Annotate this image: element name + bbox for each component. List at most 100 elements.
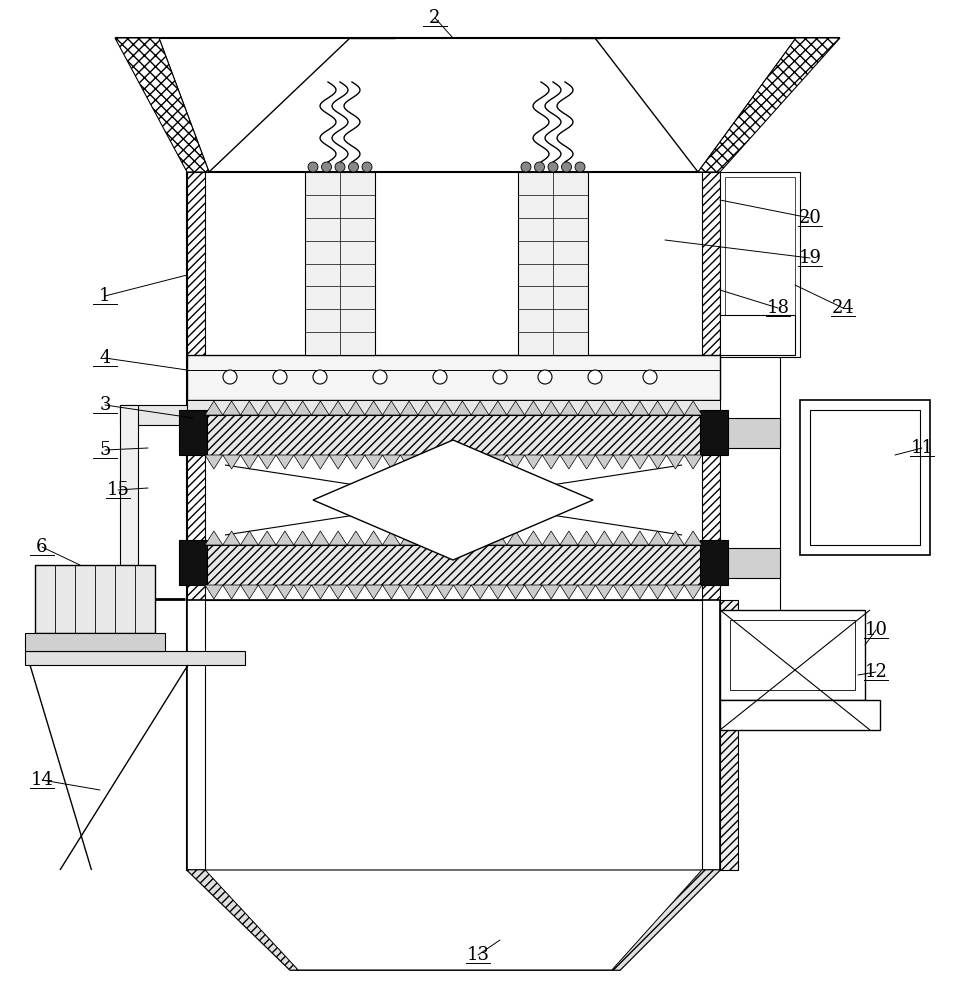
Bar [725,177,795,352]
Polygon shape [667,585,684,599]
Polygon shape [400,531,418,545]
Polygon shape [311,585,329,599]
Polygon shape [524,585,543,599]
Polygon shape [649,585,667,599]
Polygon shape [436,401,453,415]
Circle shape [273,370,287,384]
Polygon shape [294,531,311,545]
Polygon shape [313,440,593,560]
Text: 19: 19 [798,249,822,267]
Polygon shape [240,531,259,545]
Polygon shape [436,585,453,599]
Polygon shape [612,870,720,970]
Polygon shape [436,455,453,469]
Polygon shape [667,531,684,545]
Bar [187,172,720,870]
Circle shape [643,370,657,384]
Polygon shape [383,585,400,599]
Bar [120,405,187,425]
Bar [187,600,720,870]
Polygon shape [276,585,294,599]
Bar [810,410,920,545]
Circle shape [538,370,552,384]
Polygon shape [329,585,347,599]
Bar [730,620,855,690]
Polygon shape [223,585,240,599]
Polygon shape [684,531,702,545]
Polygon shape [524,455,543,469]
Circle shape [373,370,387,384]
Bar [700,540,728,585]
Bar [179,540,207,585]
Bar [305,172,375,355]
Polygon shape [471,531,489,545]
Polygon shape [471,585,489,599]
Polygon shape [631,401,649,415]
Text: 13: 13 [466,946,489,964]
Circle shape [313,370,327,384]
Polygon shape [596,531,613,545]
Polygon shape [471,455,489,469]
Polygon shape [684,585,702,599]
Circle shape [362,162,372,172]
Bar [205,415,702,455]
Bar [720,700,880,730]
Polygon shape [453,585,471,599]
Circle shape [493,370,507,384]
Bar [205,600,702,870]
Text: 6: 6 [36,538,47,556]
Polygon shape [596,585,613,599]
Text: 14: 14 [31,771,53,789]
Text: 3: 3 [99,396,110,414]
Polygon shape [684,455,702,469]
Polygon shape [667,455,684,469]
Polygon shape [543,585,560,599]
Bar [700,410,728,455]
Polygon shape [471,401,489,415]
Polygon shape [240,401,259,415]
Polygon shape [383,455,400,469]
Polygon shape [507,531,524,545]
Polygon shape [489,401,507,415]
Polygon shape [223,455,240,469]
Polygon shape [631,531,649,545]
Bar [25,651,245,665]
Polygon shape [205,531,223,545]
Polygon shape [649,401,667,415]
Polygon shape [329,401,347,415]
Polygon shape [259,585,276,599]
Polygon shape [364,585,383,599]
Polygon shape [453,531,471,545]
Polygon shape [649,531,667,545]
Polygon shape [311,401,329,415]
Polygon shape [400,401,418,415]
Circle shape [548,162,558,172]
Text: 2: 2 [429,9,441,27]
Polygon shape [596,455,613,469]
Text: 4: 4 [99,349,110,367]
Text: 5: 5 [99,441,110,459]
Polygon shape [631,585,649,599]
Polygon shape [613,585,631,599]
Bar [187,355,720,400]
Polygon shape [276,531,294,545]
Bar [720,418,780,448]
Polygon shape [347,585,364,599]
Polygon shape [596,401,613,415]
Bar [518,172,588,355]
Polygon shape [631,455,649,469]
Polygon shape [311,455,329,469]
Polygon shape [453,401,471,415]
Polygon shape [578,585,596,599]
Polygon shape [507,401,524,415]
Bar [720,548,780,578]
Polygon shape [311,531,329,545]
Polygon shape [560,585,578,599]
Polygon shape [698,38,840,172]
Bar [179,410,207,455]
Polygon shape [543,455,560,469]
Polygon shape [578,455,596,469]
Polygon shape [205,401,223,415]
Polygon shape [329,531,347,545]
Polygon shape [578,401,596,415]
